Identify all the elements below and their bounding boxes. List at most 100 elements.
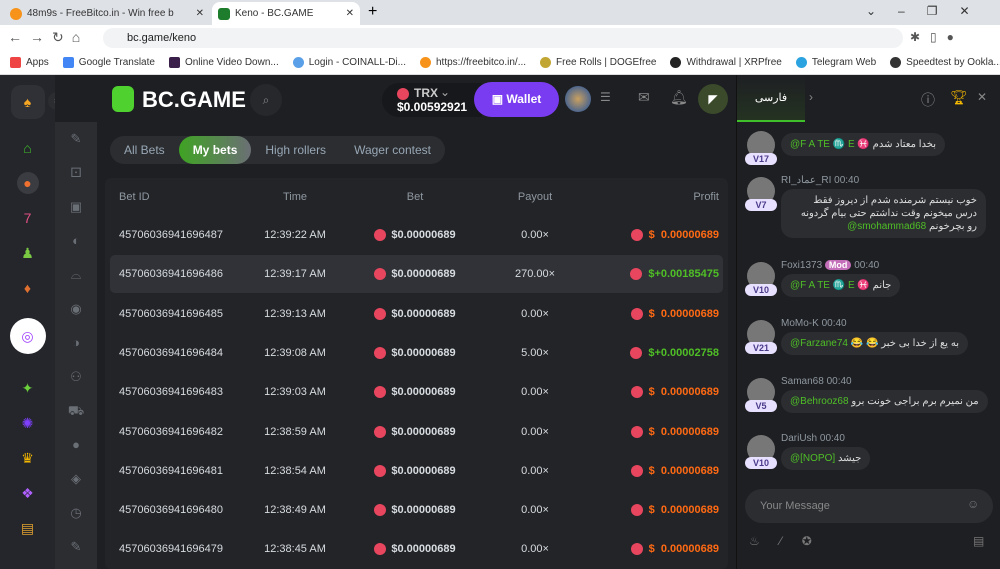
table-row[interactable]: 45706036941696483 12:39:03 AM $0.0000068… <box>110 373 723 411</box>
emoji-icon[interactable]: ☺ <box>967 497 980 511</box>
nav-buttons[interactable]: ←→↻⌂ <box>8 29 89 45</box>
chat-message-input[interactable]: Your Message <box>745 489 993 523</box>
gift-icon[interactable]: ❖ <box>21 484 34 501</box>
bet-amount: $0.00000689 <box>391 229 456 241</box>
vip-avatar[interactable] <box>565 86 591 112</box>
bookmark[interactable]: Google Translate <box>62 57 155 68</box>
extensions-icon[interactable]: ✱▯● <box>910 30 964 44</box>
bookmark[interactable]: Login - COINALL-Di... <box>292 57 406 68</box>
close-chat-icon[interactable]: ✕ <box>977 90 988 104</box>
bet-id[interactable]: 45706036941696485 <box>119 307 224 320</box>
bet-time: 12:38:49 AM <box>264 504 326 517</box>
window-controls[interactable]: ⌄–❐✕ <box>866 4 992 18</box>
cards-icon[interactable]: ♦ <box>23 280 32 296</box>
bookmark[interactable]: Withdrawal | XRPfree <box>670 57 782 68</box>
user-avatar[interactable]: ◤ <box>698 84 728 114</box>
table-row[interactable]: 45706036941696486 12:39:17 AM $0.0000068… <box>110 255 723 294</box>
chat-language-tab[interactable]: فارسی <box>737 75 805 122</box>
mail-icon[interactable]: ✉ <box>638 89 650 105</box>
casino-icon[interactable]: ♠ <box>10 85 45 119</box>
tab-all-bets[interactable]: All Bets <box>124 143 165 157</box>
bookmark[interactable]: Online Video Down... <box>168 57 279 68</box>
table-row[interactable]: 45706036941696484 12:39:08 AM $0.0000068… <box>110 334 723 372</box>
bookmark[interactable]: Apps <box>10 57 49 68</box>
trx-icon <box>630 543 643 556</box>
slots-icon[interactable]: 7 <box>23 210 32 226</box>
mention[interactable]: @F A TE ♏ E ♓ <box>790 280 870 291</box>
bet-id[interactable]: 45706036941696487 <box>119 229 224 241</box>
username[interactable]: RI_عماد_RI <box>781 175 832 186</box>
logo[interactable]: BC.GAME <box>142 87 246 112</box>
top-header: BC.GAME ⌕ TRX ⌄ $0.00592921 ▣ Wallet ☰ ✉… <box>55 75 736 122</box>
search-icon[interactable]: ⌕ <box>250 84 282 116</box>
tab-wager-contest[interactable]: Wager contest <box>354 143 431 157</box>
bet-id[interactable]: 45706036941696479 <box>119 543 224 556</box>
level-badge: V7 <box>745 199 777 211</box>
bonus-icon[interactable]: ✦ <box>21 379 34 396</box>
payout: 0.00× <box>521 543 549 556</box>
spin-icon[interactable]: ◎ <box>9 318 46 354</box>
mention[interactable]: @smohammad68 <box>847 221 927 232</box>
trx-icon <box>630 307 643 320</box>
vip-icon[interactable]: ✺ <box>21 414 34 431</box>
list-icon[interactable]: ☰ <box>600 90 611 104</box>
live-icon[interactable]: ♟ <box>21 244 34 261</box>
bet-id[interactable]: 45706036941696480 <box>119 504 224 517</box>
bookmark[interactable]: Speedtest by Ookla... <box>890 57 1000 68</box>
chat-tools[interactable]: ♨⁄✪ <box>749 534 832 548</box>
table-row[interactable]: 45706036941696482 12:38:59 AM $0.0000068… <box>110 413 723 451</box>
username[interactable]: Saman68 <box>781 376 824 387</box>
trophy-icon[interactable]: 🏆︎ <box>950 89 968 105</box>
bet-id[interactable]: 45706036941696486 <box>119 268 224 281</box>
bookmark[interactable]: https://freebitco.in/... <box>420 57 526 68</box>
trx-icon <box>374 229 387 241</box>
username[interactable]: MoMo-K <box>781 318 819 329</box>
mention[interactable]: @F A TE ♏ E ♓ <box>790 139 870 150</box>
close-tab-icon[interactable]: ✕ <box>345 8 354 19</box>
bookmarks-bar: Apps Google Translate Online Video Down.… <box>0 51 1000 75</box>
new-tab-button[interactable]: + <box>368 3 378 20</box>
username[interactable]: DariUsh <box>781 433 818 444</box>
bet-id[interactable]: 45706036941696482 <box>119 425 224 438</box>
tab-high-rollers[interactable]: High rollers <box>265 143 327 157</box>
chevron-right-icon[interactable]: › <box>809 90 813 104</box>
username[interactable]: Foxi1373 <box>781 260 823 271</box>
bet-id[interactable]: 45706036941696483 <box>119 386 224 399</box>
bet-time: 12:39:22 AM <box>264 229 326 241</box>
bets-table: Bet ID Time Bet Payout Profit 45706036941696… <box>105 178 728 569</box>
mention[interactable]: @[NOPO] <box>790 453 836 464</box>
tab-my-bets[interactable]: My bets <box>178 136 252 164</box>
info-icon[interactable]: ⓘ <box>921 92 935 108</box>
url-input[interactable]: bc.game/keno <box>103 28 903 48</box>
browser-tab[interactable]: 48m9s - FreeBitco.in - Win free b ✕ <box>4 2 210 25</box>
timestamp: 00:40 <box>819 433 845 444</box>
payout: 0.00× <box>521 307 549 320</box>
category-icons[interactable]: ✎ ⚀ ▣ ◐ ⌓ ◉ ◑ ⚇ ⛟ ● ◈ ◷ ✎ <box>67 131 85 554</box>
wallet-button[interactable]: ▣ Wallet <box>474 82 559 117</box>
timestamp: 00:40 <box>826 376 852 387</box>
bell-icon[interactable]: 🔔︎ <box>670 89 688 105</box>
bookmark[interactable]: Free Rolls | DOGEfree <box>540 57 656 68</box>
games-icon[interactable]: ● <box>16 172 39 194</box>
table-row[interactable]: 45706036941696479 12:38:45 AM $0.0000068… <box>110 530 723 568</box>
bet-id[interactable]: 45706036941696481 <box>119 464 224 477</box>
close-tab-icon[interactable]: ✕ <box>195 8 204 19</box>
mention[interactable]: @Behrooz68 <box>790 396 849 407</box>
balance-box[interactable]: TRX ⌄ $0.00592921 <box>382 83 482 117</box>
table-row[interactable]: 45706036941696485 12:39:13 AM $0.0000068… <box>110 295 723 333</box>
bet-id[interactable]: 45706036941696484 <box>119 346 224 359</box>
mention[interactable]: @Farzane74 <box>790 338 848 349</box>
table-row[interactable]: 45706036941696481 12:38:54 AM $0.0000068… <box>110 452 723 490</box>
balance: $0.00592921 <box>397 100 468 114</box>
shop-icon[interactable]: ▤ <box>20 519 35 536</box>
payout: 0.00× <box>521 386 549 399</box>
table-row[interactable]: 45706036941696480 12:38:49 AM $0.0000068… <box>110 491 723 529</box>
bet-time: 12:39:03 AM <box>264 386 326 399</box>
trx-icon <box>397 88 409 100</box>
keyboard-icon[interactable]: ▤ <box>973 534 985 548</box>
home-icon[interactable]: ⌂ <box>23 140 32 156</box>
browser-tab-active[interactable]: Keno - BC.GAME ✕ <box>212 2 360 25</box>
table-row[interactable]: 45706036941696487 12:39:22 AM $0.0000068… <box>110 216 723 254</box>
bookmark[interactable]: Telegram Web <box>795 57 876 68</box>
crown-icon[interactable]: ♛ <box>21 449 34 466</box>
